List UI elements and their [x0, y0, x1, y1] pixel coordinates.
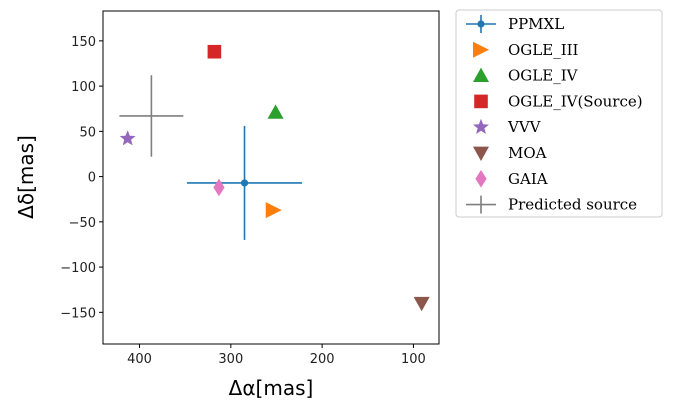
y-tick-label: −100 [60, 261, 96, 276]
y-tick-label: 0 [88, 171, 96, 186]
legend-label: Predicted source [508, 196, 637, 214]
legend-item-ogle-iv-source: OGLE_IV(Source) [474, 92, 643, 110]
legend-marker [474, 94, 488, 109]
data-point-gaia [213, 178, 225, 197]
legend-marker [473, 67, 489, 82]
legend-label: VVV [507, 118, 542, 136]
plot-frame [102, 10, 440, 345]
y-tick-label: 50 [79, 125, 96, 140]
legend-label: OGLE_III [508, 41, 579, 59]
legend-item-ogle-iii: OGLE_III [473, 41, 579, 59]
x-tick-label: 200 [310, 352, 335, 367]
y-axis-label: Δδ[mas] [14, 135, 38, 219]
y-tick-label: 150 [71, 35, 96, 50]
y-tick-label: 100 [71, 80, 96, 95]
legend-marker [473, 118, 489, 134]
x-tick-label: 400 [127, 352, 152, 367]
legend-item-moa: MOA [473, 144, 547, 162]
legend-item-predicted-source: Predicted source [466, 195, 637, 214]
y-tick-label: −50 [69, 216, 96, 231]
legend-marker [473, 146, 489, 161]
legend: PPMXL OGLE_III OGLE_IV OGLE_IV(Source) VVV MO… [455, 9, 663, 218]
x-tick-label: 300 [218, 352, 243, 367]
x-tick-label: 100 [401, 352, 426, 367]
legend-marker [473, 41, 489, 58]
legend-label: GAIA [508, 170, 548, 188]
x-axis-label: Δα[mas] [229, 376, 314, 400]
legend-item-vvv: VVV [473, 118, 542, 136]
legend-marker [475, 170, 487, 188]
data-point-vvv [119, 130, 136, 146]
legend-item-ppmxl: PPMXL [466, 15, 564, 33]
data-point-ogle-iii [265, 202, 282, 219]
data-point-ppmxl [240, 179, 249, 187]
data-point-ogle-iv [267, 104, 284, 119]
legend-marker [477, 20, 485, 28]
legend-item-ogle-iv: OGLE_IV [473, 67, 579, 85]
legend-frame [455, 9, 663, 218]
y-tick-label: −150 [60, 306, 96, 321]
data-point-ogle-iv-source [207, 44, 222, 59]
data-point-moa [413, 296, 430, 312]
legend-label: OGLE_IV [508, 67, 579, 85]
legend-item-gaia: GAIA [475, 170, 548, 188]
legend-label: PPMXL [508, 15, 564, 33]
legend-label: MOA [508, 144, 547, 162]
legend-label: OGLE_IV(Source) [508, 92, 643, 110]
